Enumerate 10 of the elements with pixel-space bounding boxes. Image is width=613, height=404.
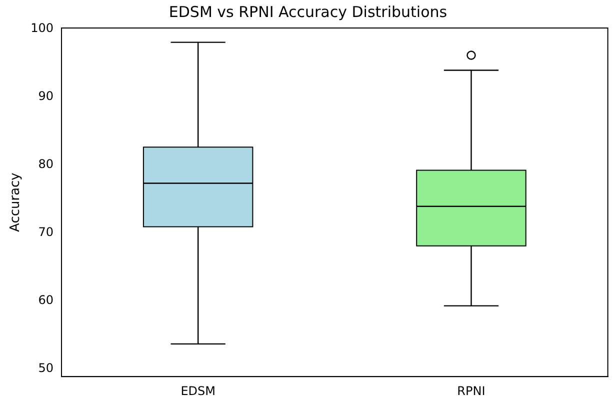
x-tick-label: RPNI <box>457 384 486 398</box>
y-tick-label: 80 <box>38 156 54 171</box>
y-tick-label: 50 <box>38 361 54 376</box>
y-tick-label: 90 <box>38 88 54 103</box>
y-tick-label: 70 <box>38 225 54 240</box>
chart-title: EDSM vs RPNI Accuracy Distributions <box>168 2 448 21</box>
y-axis-title: Accuracy <box>8 172 24 232</box>
y-tick-label: 60 <box>38 293 54 308</box>
y-tick-label: 100 <box>30 20 54 35</box>
x-tick-label: EDSM <box>180 384 216 398</box>
